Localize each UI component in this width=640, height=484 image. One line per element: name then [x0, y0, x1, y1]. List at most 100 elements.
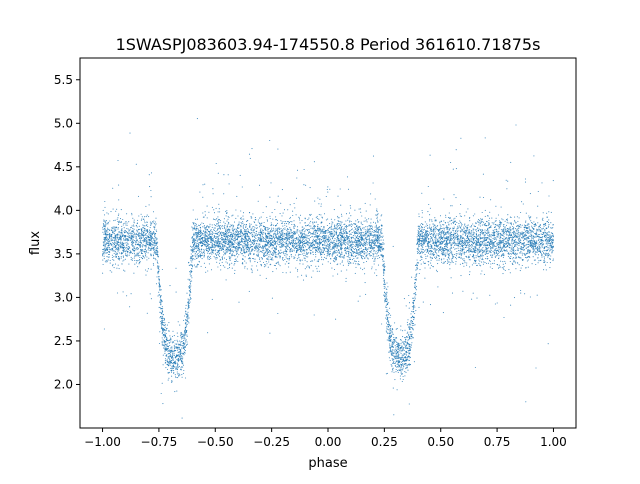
- data-point: [218, 222, 220, 224]
- data-point: [252, 226, 254, 228]
- data-point: [461, 225, 463, 227]
- data-point: [220, 241, 222, 243]
- data-point: [276, 245, 278, 247]
- data-point: [251, 227, 253, 229]
- data-point: [213, 227, 215, 229]
- data-point: [259, 244, 261, 246]
- data-point: [221, 243, 223, 245]
- data-point: [197, 248, 199, 250]
- data-point: [380, 239, 382, 241]
- data-point: [108, 241, 110, 243]
- data-point: [206, 225, 208, 227]
- data-point: [285, 253, 287, 255]
- data-point: [439, 232, 441, 234]
- data-point: [342, 231, 344, 233]
- data-point: [215, 207, 217, 209]
- data-point: [255, 247, 257, 249]
- data-point: [522, 203, 524, 205]
- data-point: [368, 232, 370, 234]
- data-point: [524, 181, 527, 183]
- data-point: [534, 232, 536, 235]
- data-point: [154, 234, 156, 236]
- data-point: [501, 246, 503, 248]
- data-point: [531, 263, 533, 265]
- data-point: [186, 313, 188, 315]
- data-point: [284, 228, 286, 231]
- data-point: [395, 350, 397, 352]
- data-point: [318, 246, 320, 248]
- data-point: [167, 355, 169, 357]
- data-point: [418, 216, 420, 218]
- data-point: [491, 244, 493, 246]
- data-point: [447, 217, 450, 219]
- data-point: [282, 212, 284, 214]
- data-point: [366, 221, 368, 223]
- data-point: [153, 257, 155, 259]
- data-point: [351, 241, 353, 243]
- data-point: [187, 278, 189, 280]
- data-point: [450, 238, 452, 240]
- data-point: [243, 231, 245, 233]
- data-point: [196, 218, 198, 220]
- data-point: [494, 229, 496, 231]
- data-point: [315, 241, 317, 243]
- data-point: [417, 238, 420, 241]
- data-point: [150, 268, 152, 270]
- data-point: [406, 366, 408, 368]
- data-point: [409, 323, 411, 325]
- data-point: [401, 355, 403, 357]
- data-point: [153, 264, 155, 266]
- data-point: [291, 256, 293, 258]
- data-point: [532, 227, 534, 229]
- data-point: [357, 227, 359, 229]
- data-point: [105, 259, 107, 261]
- data-point: [250, 232, 253, 234]
- data-point: [238, 254, 240, 256]
- data-point: [499, 266, 501, 268]
- data-point: [433, 241, 435, 243]
- data-point: [270, 229, 273, 231]
- data-point: [181, 352, 183, 354]
- data-point: [517, 237, 519, 239]
- data-point: [227, 232, 229, 234]
- data-point: [213, 247, 215, 249]
- data-point: [304, 268, 306, 270]
- data-point: [355, 247, 357, 250]
- data-point: [526, 232, 528, 234]
- data-point: [176, 349, 178, 351]
- data-point: [335, 258, 338, 260]
- data-point: [543, 269, 545, 271]
- data-point: [336, 247, 338, 249]
- data-point: [254, 250, 256, 252]
- data-point: [240, 235, 242, 237]
- data-point: [522, 244, 525, 246]
- data-point: [433, 231, 435, 233]
- data-point: [543, 257, 546, 259]
- data-point: [270, 230, 272, 232]
- data-point: [226, 220, 228, 222]
- data-point: [499, 244, 501, 246]
- data-point: [138, 261, 140, 263]
- data-point: [416, 259, 418, 261]
- data-point: [466, 264, 468, 266]
- data-point: [164, 325, 166, 327]
- data-point: [370, 227, 373, 230]
- data-point: [122, 255, 124, 257]
- data-point: [395, 365, 397, 367]
- data-point: [121, 225, 123, 227]
- data-point: [334, 227, 336, 229]
- data-point: [303, 168, 305, 171]
- data-point: [109, 241, 111, 243]
- data-point: [439, 227, 441, 229]
- data-point: [455, 230, 457, 232]
- data-point: [335, 258, 337, 260]
- data-point: [446, 259, 448, 261]
- data-point: [301, 220, 303, 222]
- data-point: [499, 239, 502, 241]
- data-point: [536, 240, 538, 242]
- data-point: [445, 216, 447, 218]
- data-point: [360, 242, 362, 244]
- data-point: [132, 245, 135, 247]
- data-point: [423, 262, 425, 264]
- data-point: [240, 248, 243, 250]
